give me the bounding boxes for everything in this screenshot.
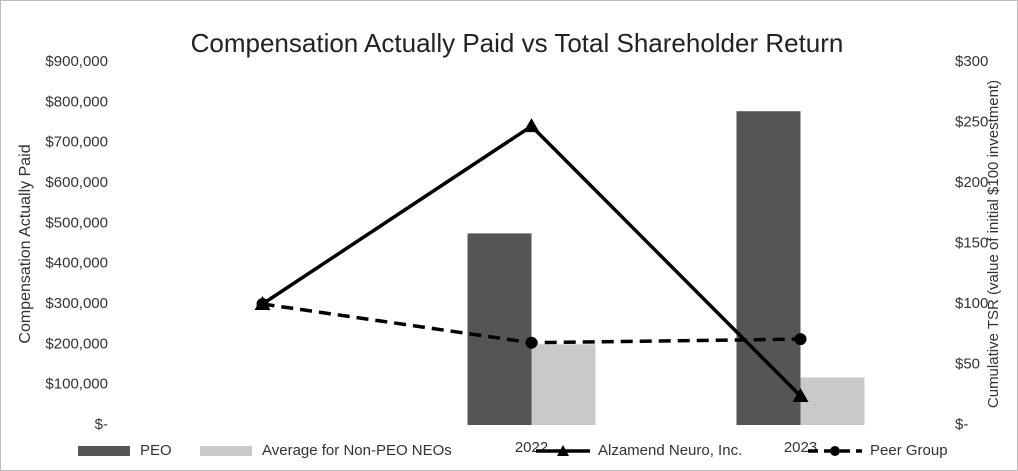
y2-tick-label: $100 (955, 295, 988, 312)
y-tick-label: $800,000 (45, 93, 108, 110)
legend-swatch (78, 446, 130, 456)
x-tick-label: 2023 (784, 439, 817, 456)
marker (256, 298, 269, 310)
y-axis-title: Compensation Actually Paid (17, 144, 34, 343)
y-tick-label: $100,000 (45, 376, 108, 393)
bar (800, 377, 865, 425)
marker (525, 336, 538, 349)
legend-label: PEO (140, 442, 172, 459)
y-tick-label: $600,000 (45, 174, 108, 191)
y-tick-label: $200,000 (45, 335, 108, 352)
y-tick-label: $- (95, 416, 108, 433)
y2-tick-label: $50 (955, 355, 980, 372)
y-tick-label: $300,000 (45, 295, 108, 312)
marker (792, 387, 809, 402)
marker (523, 118, 540, 133)
legend-marker (830, 446, 840, 456)
legend-swatch (200, 446, 252, 456)
y2-tick-label: $300 (955, 53, 988, 70)
bar (467, 233, 532, 425)
y-tick-label: $900,000 (45, 53, 108, 70)
marker (794, 333, 807, 346)
bar (736, 111, 801, 425)
x-tick-label: 2022 (515, 439, 548, 456)
legend-label: Peer Group (870, 442, 948, 459)
y2-tick-label: $250 (955, 113, 988, 130)
chart-title: Compensation Actually Paid vs Total Shar… (191, 28, 844, 58)
legend-marker (557, 445, 569, 456)
legend-label: Alzamend Neuro, Inc. (598, 442, 742, 459)
y2-tick-label: $150 (955, 234, 988, 251)
y2-tick-label: $- (955, 416, 968, 433)
y-tick-label: $700,000 (45, 134, 108, 151)
y2-tick-label: $200 (955, 174, 988, 191)
bar (531, 344, 596, 425)
y-tick-label: $500,000 (45, 214, 108, 231)
y-tick-label: $400,000 (45, 255, 108, 272)
legend-label: Average for Non-PEO NEOs (262, 442, 452, 459)
y2-axis-title: Cumulative TSR (value of initial $100 in… (985, 80, 1002, 408)
